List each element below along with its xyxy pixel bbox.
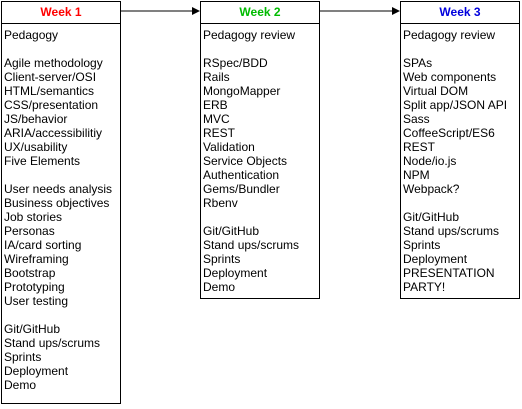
topic-item: Sass — [403, 112, 430, 126]
week-2-box: Week 2 Pedagogy review RSpec/BDD Rails Mong… — [200, 1, 320, 299]
topic-item: SPAs — [403, 56, 433, 70]
topic-spacer — [203, 42, 319, 56]
topic-item: Wireframing — [4, 252, 69, 266]
topic-item: Job stories — [4, 210, 63, 224]
topic-item: Rbenv — [203, 196, 238, 210]
topic-item: Virtual DOM — [403, 84, 469, 98]
week-1-box: Week 1 Pedagogy Agile methodology Client-s… — [1, 1, 121, 404]
topic-item: HTML/semantics — [4, 84, 95, 98]
topic-item: Prototyping — [4, 280, 65, 294]
topic-item: Deployment — [203, 266, 268, 280]
topic-item: Demo — [4, 378, 37, 392]
topic-item: Demo — [203, 280, 236, 294]
topic-item: IA/card sorting — [4, 238, 82, 252]
topic-item: UX/usability — [4, 140, 68, 154]
topic-item: Business objectives — [4, 196, 110, 210]
week-2-topics: Pedagogy review RSpec/BDD Rails MongoMapper… — [201, 24, 319, 294]
topic-item: Pedagogy review — [203, 28, 296, 42]
week-3-box: Week 3 Pedagogy review SPAs Web components… — [400, 1, 520, 299]
topic-item: CoffeeScript/ES6 — [403, 126, 495, 140]
topic-item: User testing — [4, 294, 69, 308]
topic-item: User needs analysis — [4, 182, 113, 196]
topic-item: RSpec/BDD — [203, 56, 268, 70]
week-2-title: Week 2 — [201, 2, 319, 24]
week-3-topics: Pedagogy review SPAs Web components Virtual… — [401, 24, 519, 294]
topic-item: Sprints — [403, 238, 441, 252]
topic-item: Pedagogy review — [403, 28, 496, 42]
topic-item: Service Objects — [203, 154, 288, 168]
topic-spacer — [4, 308, 120, 322]
topic-item: MongoMapper — [203, 84, 281, 98]
topic-item: Authentication — [203, 168, 280, 182]
topic-item: Sprints — [203, 252, 241, 266]
topic-item: Bootstrap — [4, 266, 56, 280]
topic-item: Validation — [203, 140, 255, 154]
week-1-title: Week 1 — [2, 2, 120, 24]
topic-item: Node/io.js — [403, 154, 457, 168]
topic-item: Client-server/OSI — [4, 70, 97, 84]
topic-item: Stand ups/scrums — [4, 336, 101, 350]
topic-item: Personas — [4, 224, 55, 238]
topic-item: REST — [403, 140, 436, 154]
week-1-topics: Pedagogy Agile methodology Client-server/O… — [2, 24, 120, 392]
topic-item: REST — [203, 126, 236, 140]
topic-item: Sprints — [4, 350, 42, 364]
topic-item: Web components — [403, 70, 497, 84]
topic-item: Deployment — [4, 364, 69, 378]
topic-spacer — [403, 42, 519, 56]
topic-item: Git/GitHub — [4, 322, 61, 336]
topic-spacer — [203, 210, 319, 224]
topic-item: ERB — [203, 98, 228, 112]
topic-item: Git/GitHub — [403, 210, 460, 224]
topic-spacer — [4, 42, 120, 56]
topic-spacer — [403, 196, 519, 210]
topic-item: Stand ups/scrums — [403, 224, 500, 238]
week-3-title: Week 3 — [401, 2, 519, 24]
topic-item: Deployment — [403, 252, 468, 266]
topic-item: Git/GitHub — [203, 224, 260, 238]
topic-item: NPM — [403, 168, 430, 182]
topic-item: CSS/presentation — [4, 98, 99, 112]
topic-item: Pedagogy — [4, 28, 59, 42]
topic-item: Agile methodology — [4, 56, 103, 70]
topic-item: Webpack? — [403, 182, 460, 196]
topic-item: Split app/JSON API — [403, 98, 508, 112]
topic-item: MVC — [203, 112, 230, 126]
topic-item: JS/behavior — [4, 112, 68, 126]
topic-item: Five Elements — [4, 154, 81, 168]
topic-item: PARTY! — [403, 280, 446, 294]
topic-spacer — [4, 168, 120, 182]
topic-item: ARIA/accessibilitiy — [4, 126, 103, 140]
topic-item: Stand ups/scrums — [203, 238, 300, 252]
topic-item: Gems/Bundler — [203, 182, 280, 196]
topic-item: PRESENTATION — [403, 266, 495, 280]
topic-item: Rails — [203, 70, 230, 84]
